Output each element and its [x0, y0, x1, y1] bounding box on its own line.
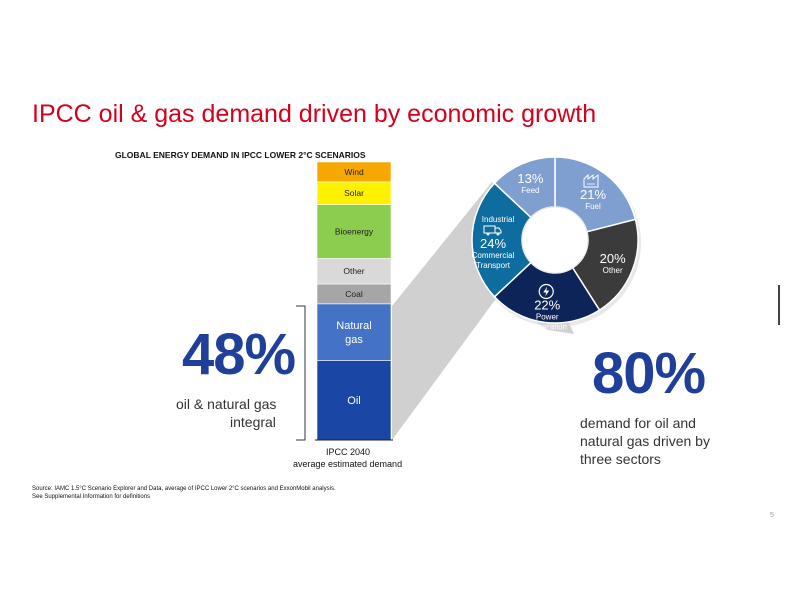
- stacked-bar: Oil Natural gas Coal Other Bioenergy Solar Wind: [315, 161, 393, 441]
- scrollbar[interactable]: [778, 285, 780, 325]
- page-title: IPCC oil & gas demand driven by economic…: [32, 100, 597, 128]
- donut-value-feed: 13%: [517, 171, 543, 186]
- page-number: 5: [770, 512, 774, 519]
- donut-group-label: Industrial: [482, 215, 515, 224]
- donut-label-fuel: Fuel: [585, 202, 601, 211]
- bar-label-line: Natural: [336, 320, 371, 332]
- bar-segment-bioenergy: [316, 204, 392, 259]
- donut-label-line: Fuel: [585, 202, 601, 211]
- power-icon: [538, 283, 554, 300]
- donut-hole: [521, 206, 589, 274]
- bar-label-solar: Solar: [344, 188, 364, 198]
- donut-value-commercial-transport: 24%: [480, 236, 506, 251]
- bar-label-oil: Oil: [347, 395, 360, 407]
- donut-label-line: Other: [603, 266, 623, 275]
- donut-label-commercial-transport: Commercial Transport: [472, 251, 515, 270]
- bar-segment-wind: [316, 161, 392, 183]
- highlight-80-caption-line3: three sectors: [580, 451, 661, 467]
- donut-label-other: Other: [603, 266, 623, 275]
- donut-label-line: Power: [536, 313, 559, 322]
- bar-label-wind: Wind: [344, 167, 364, 177]
- highlight-48-caption-line2: integral: [230, 414, 276, 430]
- bar-segment-natural-gas: [316, 303, 392, 361]
- bar-segment-other: [316, 258, 392, 285]
- highlight-48-value: 48%: [182, 322, 296, 387]
- bar-label-bioenergy: Bioenergy: [335, 226, 374, 236]
- donut-label-line: Generation: [527, 323, 567, 332]
- highlight-80-caption-line1: demand for oil and: [580, 415, 696, 431]
- bar-label-line: Bioenergy: [335, 226, 374, 236]
- donut-value-other: 20%: [600, 251, 626, 266]
- highlight-80-value: 80%: [592, 341, 706, 406]
- bar-label-coal: Coal: [345, 289, 363, 299]
- bar-label-line: Oil: [347, 395, 360, 407]
- x-axis-label-line1: IPCC 2040: [326, 447, 371, 457]
- bar-label-line: Solar: [344, 188, 364, 198]
- donut-label-power-generation: Power Generation: [527, 313, 567, 332]
- donut-label-line: Transport: [476, 261, 511, 270]
- bar-label-other: Other: [343, 266, 364, 276]
- bar-segment-oil: [316, 360, 392, 441]
- truck-icon: [483, 225, 502, 236]
- bar-label-line: gas: [345, 334, 363, 346]
- bar-label-natural-gas: Natural gas: [336, 320, 371, 346]
- supplemental-note: See Supplemental Information for definit…: [32, 494, 151, 500]
- donut-value-power-generation: 22%: [534, 298, 560, 313]
- bracket-48: [296, 305, 306, 441]
- bar-label-line: Other: [343, 266, 364, 276]
- factory-icon: [583, 173, 599, 188]
- x-axis-label-line2: average estimated demand: [293, 459, 403, 469]
- donut-value-fuel: 21%: [580, 187, 606, 202]
- highlight-48-caption-line1: oil & natural gas: [176, 396, 277, 412]
- bar-label-line: Wind: [344, 167, 364, 177]
- chart-title: GLOBAL ENERGY DEMAND IN IPCC LOWER 2°C S…: [115, 150, 366, 160]
- donut-label-feed: Feed: [521, 186, 539, 195]
- source-note: Source: IAMC 1.5°C Scenario Explorer and…: [32, 486, 336, 492]
- highlight-80-caption-line2: natural gas driven by: [580, 433, 710, 449]
- donut-label-line: Feed: [521, 186, 539, 195]
- donut-label-line: Commercial: [472, 251, 515, 260]
- bar-label-line: Coal: [345, 289, 363, 299]
